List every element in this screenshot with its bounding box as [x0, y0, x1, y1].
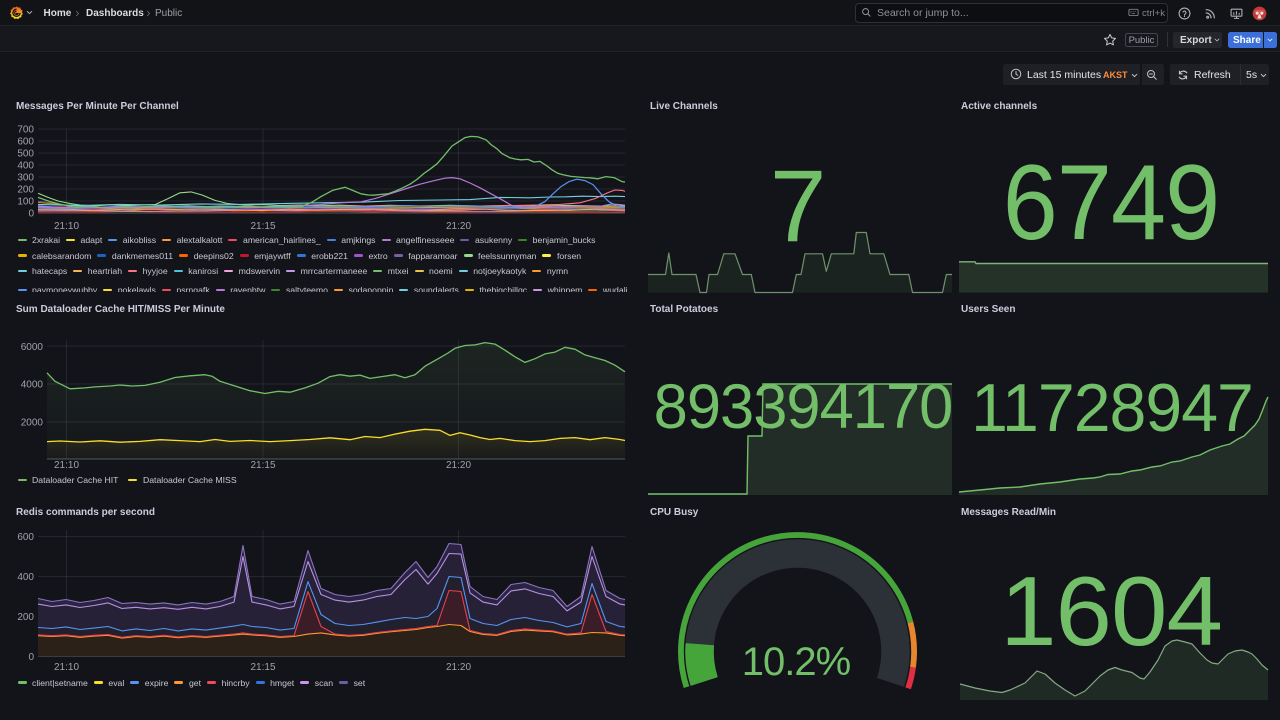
svg-text:21:15: 21:15 [250, 662, 275, 673]
svg-text:0: 0 [28, 209, 34, 220]
svg-text:400: 400 [17, 161, 34, 172]
svg-text:21:15: 21:15 [250, 460, 275, 471]
svg-text:4000: 4000 [21, 380, 44, 391]
svg-text:200: 200 [17, 185, 34, 196]
svg-text:400: 400 [17, 572, 34, 583]
svg-text:21:20: 21:20 [446, 221, 471, 232]
svg-text:21:20: 21:20 [446, 662, 471, 673]
svg-text:100: 100 [17, 197, 34, 208]
svg-text:21:10: 21:10 [54, 662, 79, 673]
svg-text:700: 700 [17, 125, 34, 136]
svg-text:21:20: 21:20 [446, 460, 471, 471]
svg-text:200: 200 [17, 612, 34, 623]
svg-text:2000: 2000 [21, 417, 44, 428]
svg-text:600: 600 [17, 532, 34, 543]
svg-text:600: 600 [17, 137, 34, 148]
svg-text:21:10: 21:10 [54, 460, 79, 471]
svg-text:21:10: 21:10 [54, 221, 79, 232]
svg-text:6000: 6000 [21, 342, 44, 353]
svg-text:500: 500 [17, 149, 34, 160]
svg-text:21:15: 21:15 [250, 221, 275, 232]
svg-text:0: 0 [28, 652, 34, 663]
svg-text:300: 300 [17, 173, 34, 184]
